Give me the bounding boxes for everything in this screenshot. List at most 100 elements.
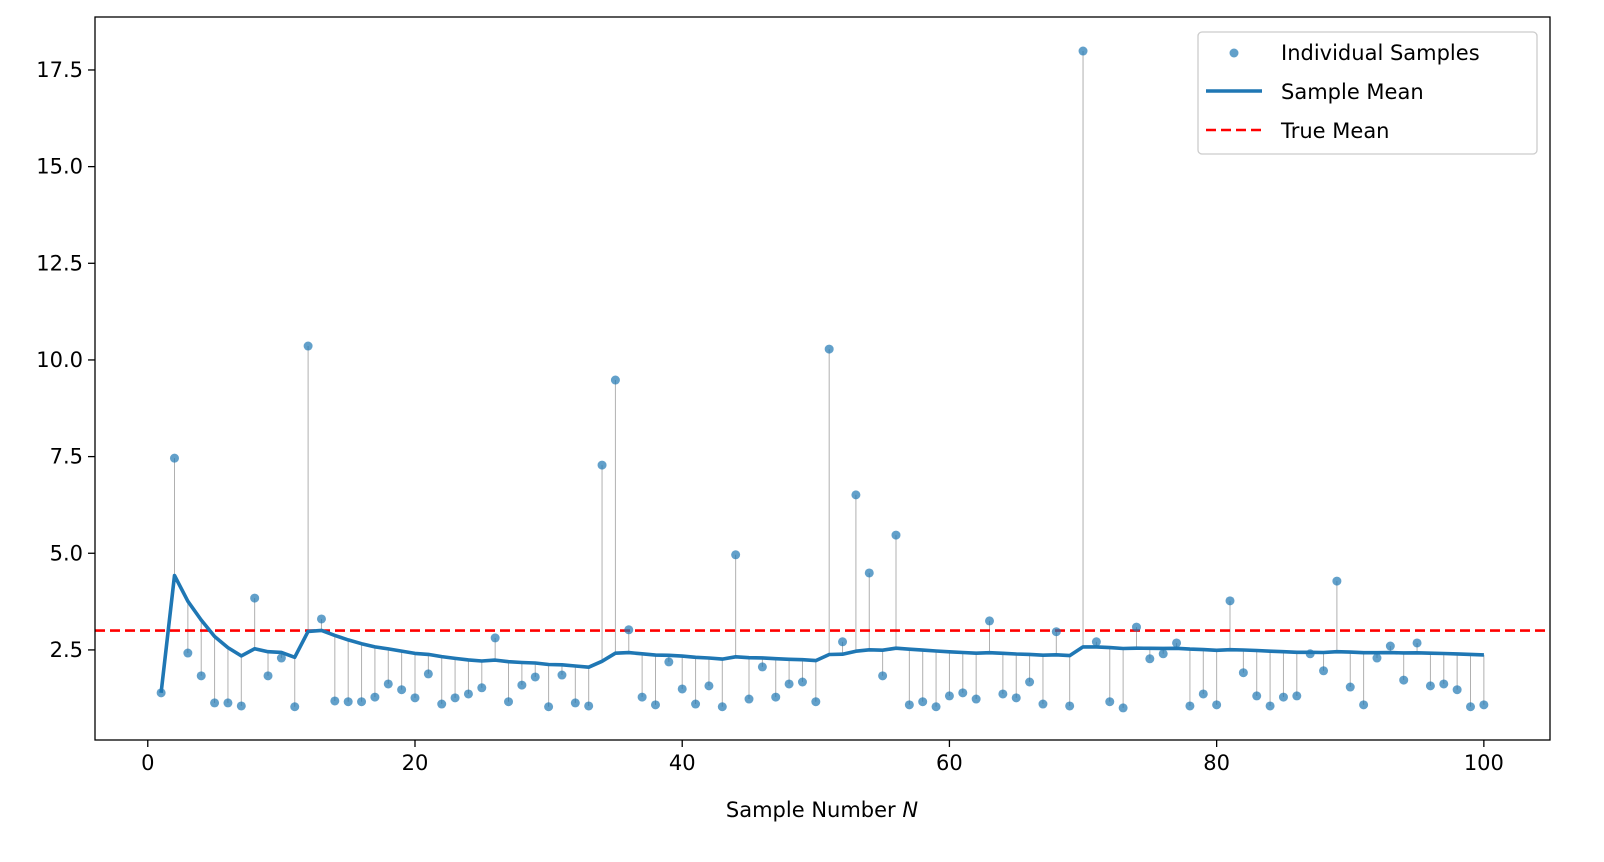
sample-point (944, 691, 954, 701)
sample-point (504, 697, 514, 707)
sample-point (490, 633, 500, 643)
sample-point (864, 568, 874, 578)
stem-lines (173, 51, 1485, 708)
x-tick-label: 60 (936, 751, 963, 775)
sample-point (303, 341, 313, 351)
sample-point (717, 702, 727, 712)
sample-point (210, 698, 220, 708)
sample-point (343, 697, 353, 707)
sample-point (610, 375, 620, 385)
sample-point (731, 550, 741, 560)
sample-point (1185, 701, 1195, 711)
sample-point (597, 460, 607, 470)
sample-point (1105, 697, 1115, 707)
sample-point (824, 344, 834, 354)
sample-point (971, 694, 981, 704)
x-axis: 0 20 40 60 80 100 (141, 740, 1504, 775)
x-axis-label: Sample Number N (726, 798, 918, 822)
sample-point (851, 490, 861, 500)
sample-point (1385, 641, 1395, 651)
sample-point (544, 702, 554, 712)
sample-point (998, 689, 1008, 699)
sample-point (290, 702, 300, 712)
legend-marker-samples (1229, 48, 1239, 58)
sample-point (423, 669, 433, 679)
sample-point (624, 625, 634, 635)
y-tick-label: 10.0 (36, 348, 83, 372)
sample-point (477, 683, 487, 693)
sample-point (1172, 638, 1182, 648)
sample-point (557, 670, 567, 680)
sample-points (156, 46, 1489, 713)
sample-point (784, 679, 794, 689)
legend: Individual Samples Sample Mean True Mean (1197, 31, 1538, 155)
sample-point (904, 700, 914, 710)
sample-point (570, 698, 580, 708)
sample-point (1065, 701, 1075, 711)
legend-label-mean: Sample Mean (1281, 80, 1424, 104)
y-tick-label: 2.5 (50, 638, 83, 662)
sample-point (357, 697, 367, 707)
sample-point (1359, 700, 1369, 710)
sample-point (677, 684, 687, 694)
sample-point (1091, 637, 1101, 647)
sample-point (1078, 46, 1088, 56)
sample-point (1225, 596, 1235, 606)
sample-point (878, 671, 888, 681)
sample-point (757, 662, 767, 672)
sample-point (1292, 691, 1302, 701)
sample-point (463, 689, 473, 699)
sample-point (650, 700, 660, 710)
sample-point (1131, 622, 1141, 632)
sample-point (156, 688, 166, 698)
sample-point (397, 685, 407, 695)
sample-point (1466, 702, 1476, 712)
sample-point (664, 657, 674, 667)
x-tick-label: 20 (402, 751, 429, 775)
sample-point (1305, 649, 1315, 659)
sample-point (316, 614, 326, 624)
sample-point (797, 677, 807, 687)
sample-point (891, 530, 901, 540)
sample-point (263, 671, 273, 681)
sample-point (437, 699, 447, 709)
y-tick-label: 5.0 (50, 541, 83, 565)
sample-point (410, 693, 420, 703)
sample-point (985, 616, 995, 626)
sample-point (530, 672, 540, 682)
sample-point (771, 692, 781, 702)
sample-point (1265, 701, 1275, 711)
sample-mean-line (159, 573, 1484, 694)
sample-point (370, 692, 380, 702)
sample-point (1145, 654, 1155, 664)
sample-point (1038, 699, 1048, 709)
sample-point (276, 653, 286, 663)
sample-point (1319, 666, 1329, 676)
sample-point (383, 679, 393, 689)
sample-point (450, 693, 460, 703)
sample-point (223, 698, 233, 708)
sample-point (250, 593, 260, 603)
y-axis: 2.5 5.0 7.5 10.0 12.5 15.0 17.5 (36, 58, 95, 662)
sample-point (1025, 677, 1035, 687)
y-tick-label: 17.5 (36, 58, 83, 82)
sample-point (517, 680, 527, 690)
sample-point (1252, 691, 1262, 701)
sample-point (704, 681, 714, 691)
sample-point (931, 702, 941, 712)
sample-point (637, 692, 647, 702)
sample-point (169, 453, 179, 463)
sample-point (1118, 703, 1128, 713)
x-tick-label: 100 (1464, 751, 1504, 775)
sample-point (330, 696, 340, 706)
sample-point (1158, 649, 1168, 659)
sample-point (811, 697, 821, 707)
sample-point (1452, 685, 1462, 695)
sample-point (1439, 679, 1449, 689)
legend-label-samples: Individual Samples (1281, 41, 1480, 65)
sample-point (1051, 627, 1061, 637)
legend-label-true-mean: True Mean (1280, 119, 1390, 143)
x-tick-label: 0 (141, 751, 154, 775)
sample-point (1198, 689, 1208, 699)
